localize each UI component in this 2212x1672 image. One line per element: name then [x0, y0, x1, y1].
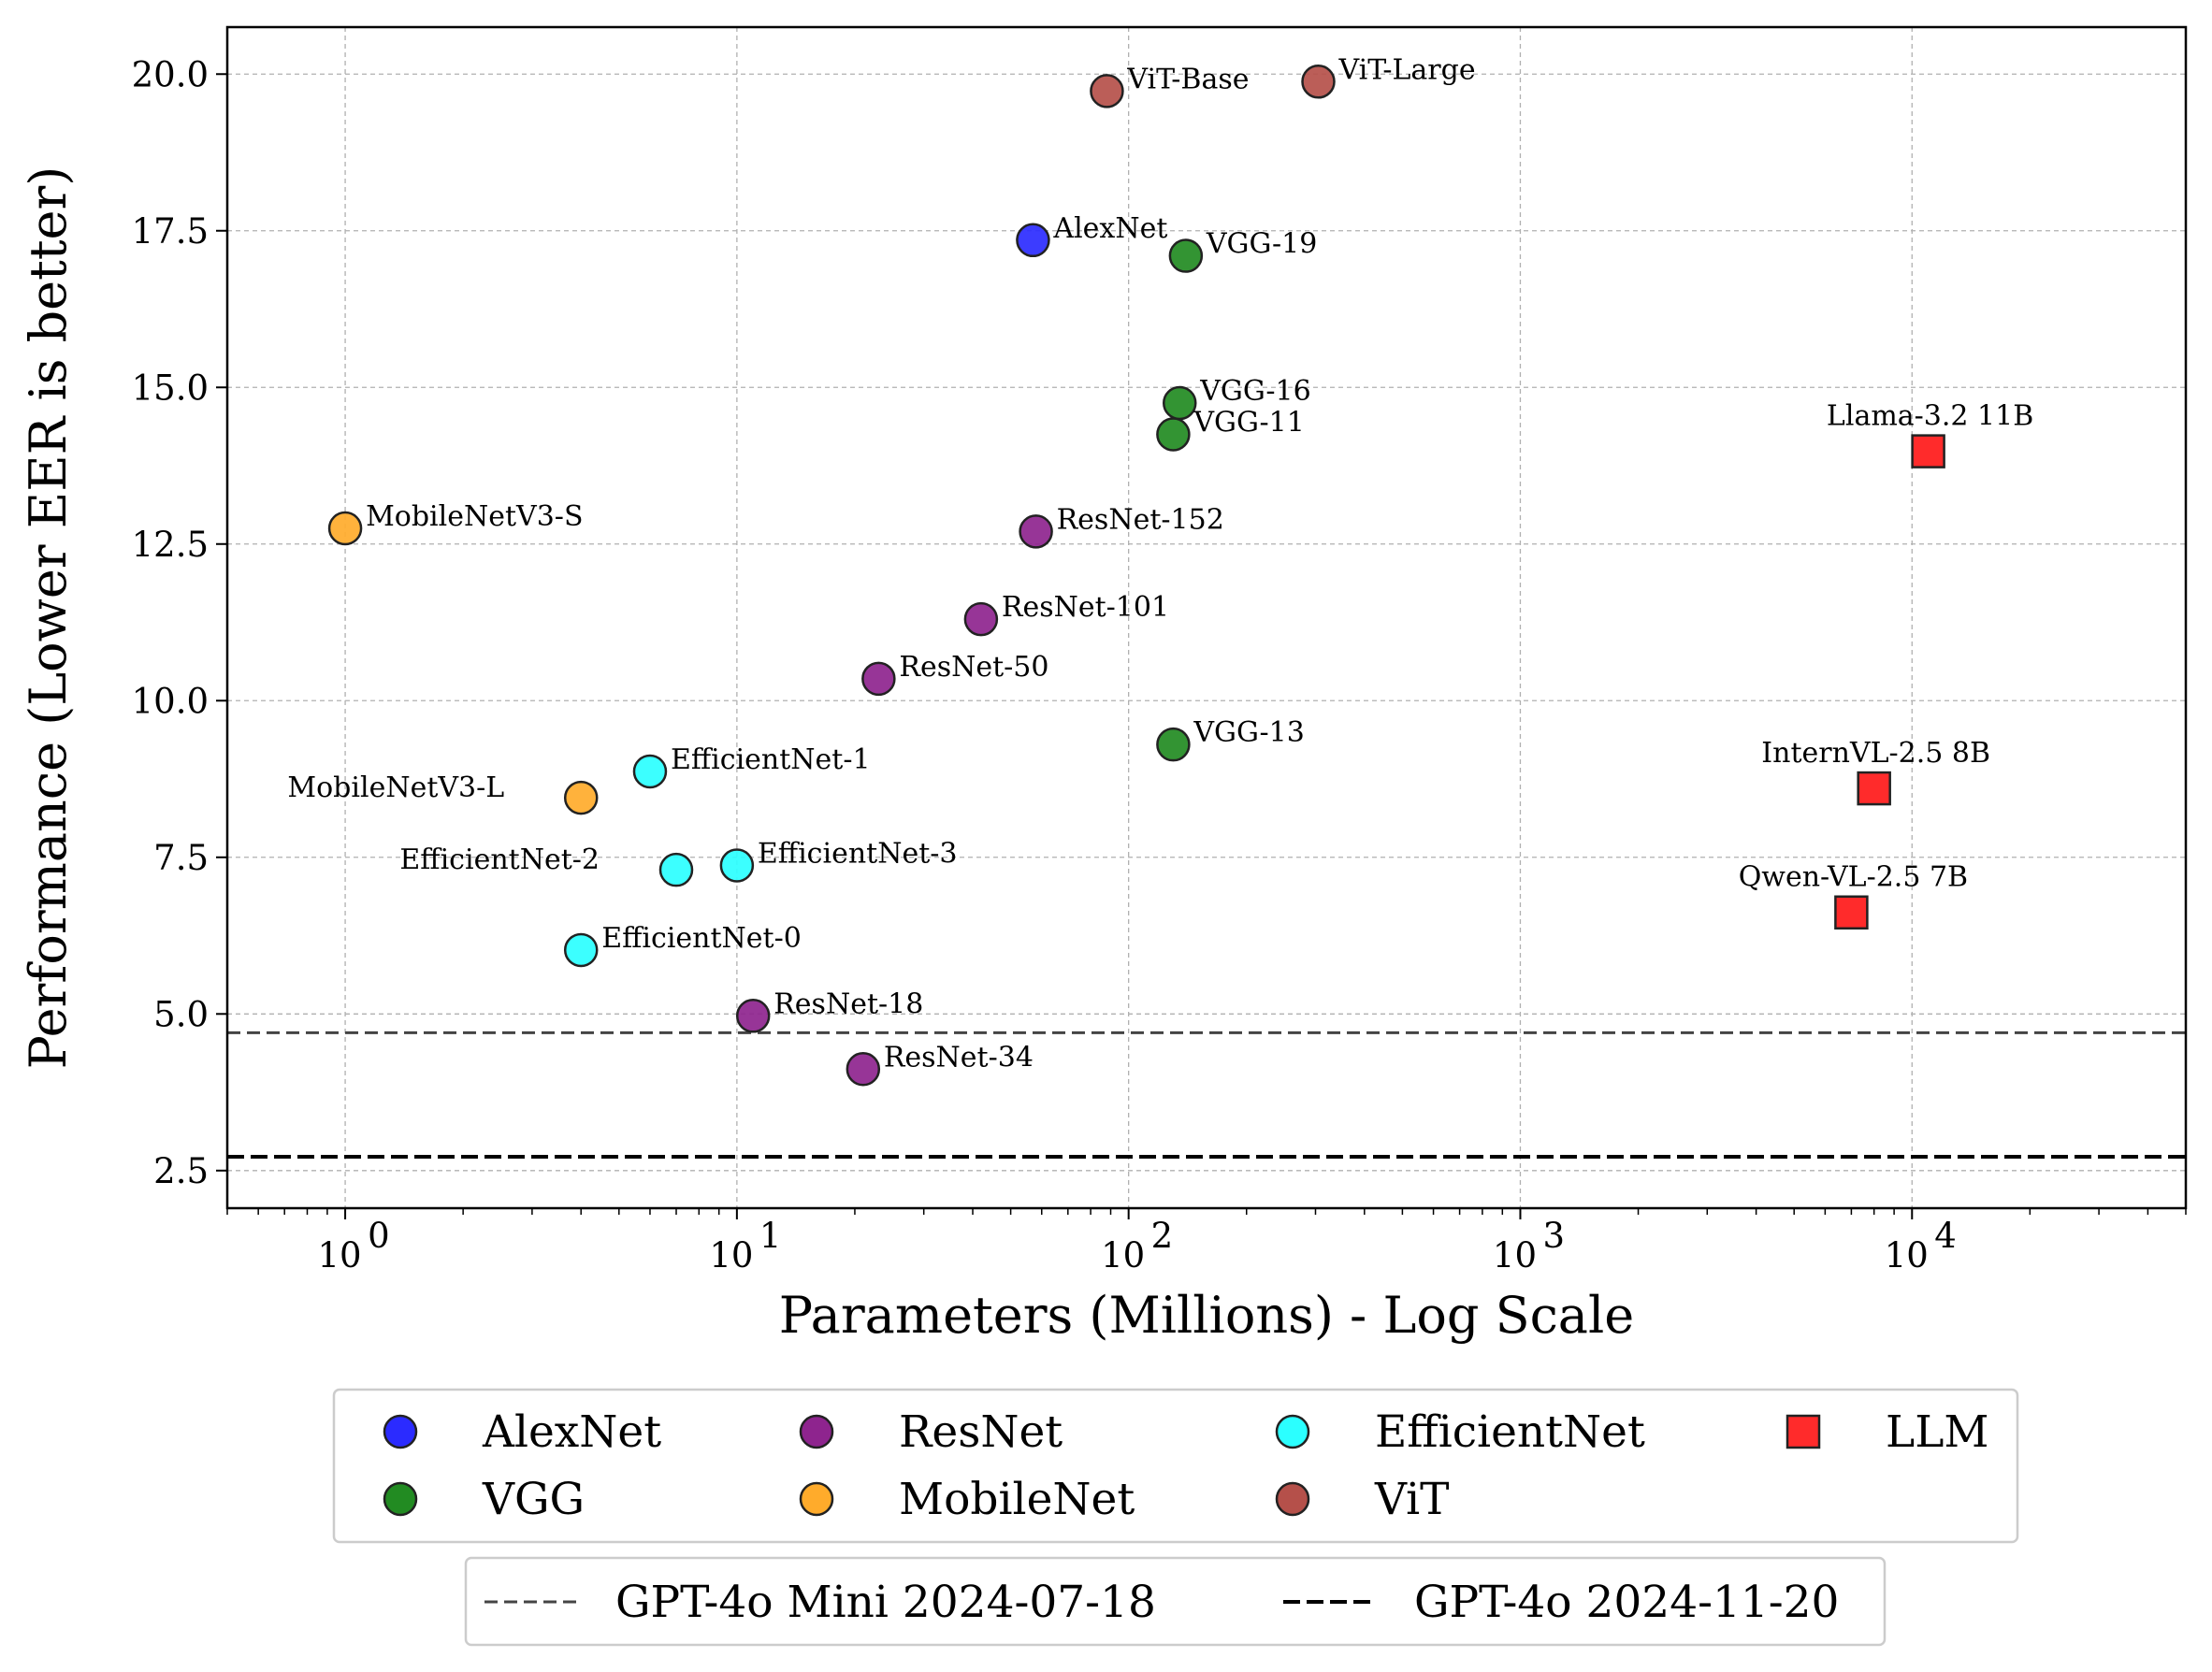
data-point: [1156, 417, 1191, 452]
legend-reference-lines: GPT-4o Mini 2024-07-18 GPT-4o 2024-11-20: [464, 1556, 1887, 1647]
legend-marker: [799, 1481, 834, 1517]
data-point: [327, 511, 363, 546]
data-point-square: [1911, 434, 1945, 468]
data-point: [632, 754, 668, 789]
data-point-label: VGG-16: [1199, 375, 1310, 408]
data-point-label: Qwen-VL-2.5 7B: [1739, 861, 1968, 894]
legend-model-families: AlexNet ResNet EfficientNet LLM VGG MobileNet…: [332, 1388, 2019, 1544]
legend-marker: [1786, 1414, 1821, 1449]
data-point: [719, 848, 755, 883]
legend-marker: [383, 1481, 418, 1517]
data-point: [963, 601, 999, 637]
data-point-label: Llama-3.2 11B: [1827, 400, 2033, 433]
data-point-label: ResNet-50: [899, 651, 1048, 684]
data-point-label: EfficientNet-0: [601, 922, 802, 955]
legend-marker: [383, 1414, 418, 1449]
data-point: [1016, 223, 1050, 258]
legend-label: VGG: [482, 1474, 585, 1525]
legend-label: AlexNet: [482, 1406, 661, 1458]
data-point-label: InternVL-2.5 8B: [1761, 737, 1990, 770]
data-point-label: ResNet-101: [1002, 591, 1169, 624]
data-point-label: VGG-19: [1206, 228, 1317, 261]
data-point: [1301, 65, 1336, 99]
y-axis-ticks: 2.5 5.0 7.5 10.0 12.5 15.0 17.5 20.0: [132, 54, 227, 1191]
data-point: [735, 999, 771, 1033]
data-point-label: VGG-13: [1193, 716, 1304, 749]
data-point-label: ResNet-34: [884, 1041, 1034, 1074]
x-tick-exponent: 0: [368, 1216, 390, 1256]
data-point-label: EfficientNet-3: [758, 837, 958, 870]
data-point-label: VGG-11: [1193, 407, 1304, 440]
data-point-label: EfficientNet-1: [671, 743, 871, 776]
x-tick-label: 10: [1885, 1235, 1929, 1276]
y-axis-label: Performance (Lower EER is better): [19, 166, 78, 1070]
x-tick-exponent: 2: [1151, 1216, 1174, 1256]
data-point: [563, 780, 599, 815]
data-point-label: ViT-Large: [1337, 53, 1475, 86]
y-tick-label: 2.5: [153, 1151, 209, 1191]
legend-marker: [1275, 1414, 1310, 1449]
data-point: [1163, 385, 1197, 421]
y-tick-label: 17.5: [132, 211, 209, 252]
x-tick-exponent: 3: [1542, 1216, 1565, 1256]
x-tick-label: 10: [709, 1235, 753, 1276]
y-tick-label: 5.0: [153, 994, 209, 1034]
reference-lines: [227, 1031, 2186, 1160]
y-tick-label: 12.5: [132, 525, 209, 565]
data-point: [846, 1052, 881, 1087]
legend-label: EfficientNet: [1375, 1406, 1645, 1458]
y-tick-label: 7.5: [153, 838, 209, 878]
x-tick-label: 10: [1101, 1235, 1145, 1276]
legend-label: GPT-4o Mini 2024-07-18: [615, 1577, 1156, 1628]
legend-label: LLM: [1886, 1406, 1989, 1458]
data-point: [861, 661, 896, 697]
data-point-label: EfficientNet-2: [399, 843, 600, 876]
x-tick-label: 10: [318, 1235, 362, 1276]
legend-label: GPT-4o 2024-11-20: [1414, 1577, 1839, 1628]
y-tick-label: 20.0: [132, 54, 209, 94]
data-point: [563, 932, 599, 968]
y-tick-label: 15.0: [132, 368, 209, 408]
x-axis-label: Parameters (Millions) - Log Scale: [779, 1286, 1634, 1345]
data-point: [658, 852, 694, 887]
data-point-square: [1834, 895, 1869, 930]
data-point: [1090, 74, 1124, 108]
x-axis-ticks: 10 0 10 1 10 2 10 3 10 4: [226, 1208, 2187, 1276]
data-point-label: AlexNet: [1052, 212, 1167, 245]
x-tick-exponent: 4: [1934, 1216, 1957, 1256]
legend-label: ResNet: [899, 1406, 1063, 1458]
legend-marker: [1275, 1481, 1310, 1517]
x-tick-exponent: 1: [759, 1216, 782, 1256]
data-point: [1019, 514, 1053, 549]
data-point-square: [1857, 771, 1891, 806]
data-point-label: ResNet-152: [1057, 503, 1224, 536]
data-point-label: ResNet-18: [773, 987, 923, 1020]
data-point-label: ViT-Base: [1126, 63, 1249, 95]
y-tick-label: 10.0: [132, 681, 209, 721]
grid-lines: [227, 27, 2186, 1208]
plot-frame: [225, 25, 2188, 1210]
legend-marker: [799, 1414, 834, 1449]
data-point: [1168, 238, 1204, 273]
legend-box: [464, 1556, 1887, 1647]
legend-box: [332, 1388, 2019, 1544]
data-point-label: MobileNetV3-L: [287, 771, 504, 804]
legend-label: MobileNet: [899, 1474, 1135, 1525]
legend-label: ViT: [1374, 1474, 1450, 1525]
data-point-label: MobileNetV3-S: [366, 500, 583, 533]
x-tick-label: 10: [1493, 1235, 1537, 1276]
data-point: [1156, 727, 1191, 762]
